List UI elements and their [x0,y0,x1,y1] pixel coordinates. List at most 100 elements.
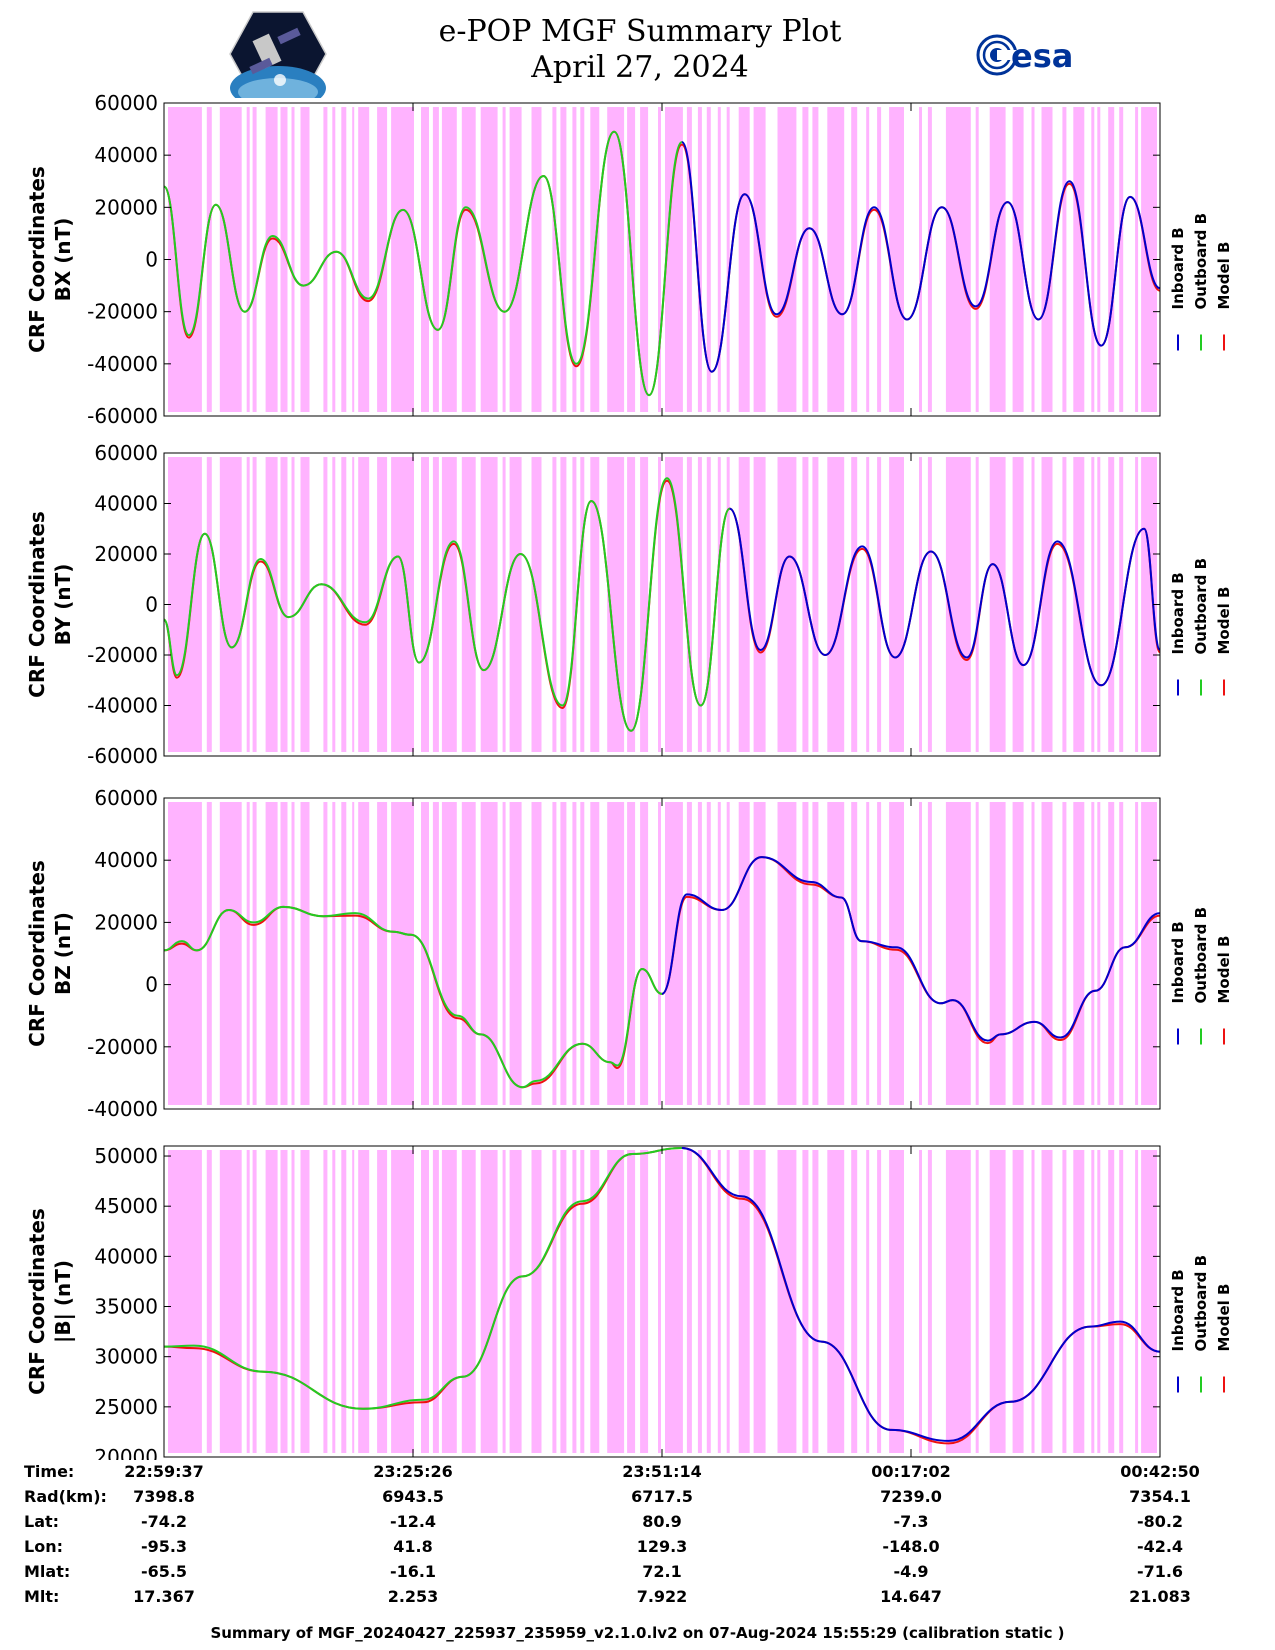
info-cell: 00:17:02 [871,1462,951,1481]
shading-band [717,802,721,1105]
shading-band [291,802,295,1105]
shading-band [827,457,845,752]
shading-band [391,107,414,412]
shading-band [738,457,750,752]
footer-caption: Summary of MGF_20240427_225937_235959_v2… [210,1624,1065,1642]
y-tick-label: 20000 [94,542,158,566]
legend-label: Model B [1215,936,1233,1004]
y-tick-label: 40000 [94,848,158,872]
series-inboard-b-line [680,141,1161,373]
legend-label: Inboard B [1169,227,1187,309]
shading-band [265,107,278,412]
info-cell: 2.253 [387,1587,439,1606]
info-cell: -12.4 [389,1512,437,1531]
y-axis-label-line-2: BX (nT) [51,218,75,302]
y-tick-label: 45000 [94,1194,158,1218]
info-cell: 00:42:50 [1120,1462,1200,1481]
shading-band [827,802,845,1105]
info-cell: -65.5 [140,1562,188,1581]
y-tick-label: 40000 [94,143,158,167]
shading-band [560,802,567,1105]
shading-band [580,1150,585,1453]
series-outboard-b-line [163,130,683,397]
series-model-b-line [163,856,1161,1089]
series-model-b-line [163,479,1161,732]
shading-band [341,802,347,1105]
series-inboard-b-line [681,1147,1161,1442]
info-cell: 7398.8 [133,1487,195,1506]
info-cell: 7.922 [636,1587,688,1606]
shading-band [802,107,809,412]
shading-band [726,802,730,1105]
plot-frame [163,452,1161,757]
shading-band [206,1150,212,1453]
panel-bx: 60000 40000 20000 0 -20000 -40000 -60000 CRF Co… [25,91,1233,428]
shading-band [851,107,858,412]
shading-band [1031,457,1035,752]
shading-band [738,1150,750,1453]
shading-band [706,107,711,412]
y-tick-label: 35000 [94,1295,158,1319]
y-tick-label: 25000 [94,1395,158,1419]
shading-band [640,457,649,752]
shading-band [1041,107,1053,412]
y-tick-label: -40000 [87,1097,158,1121]
shading-band [1091,107,1095,412]
y-axis-label-line-1: CRF Coordinates [25,1208,49,1395]
y-tick-label: 60000 [94,786,158,810]
shading-band [1091,802,1095,1105]
y-axis-label-line-2: BY (nT) [51,564,75,646]
shading-band [280,1150,288,1453]
shading-band [168,107,202,412]
series-model-b-line [163,130,1161,397]
shading-band [1108,107,1115,412]
shading-band [1031,1150,1035,1453]
shading-band [480,457,498,752]
y-tick-label: 40000 [94,492,158,516]
shading-band [432,1150,439,1453]
y-tick-label: -60000 [87,404,158,428]
y-tick-label: -20000 [87,643,158,667]
shading-band [1141,802,1157,1105]
shading-band [421,457,429,752]
shading-band [866,107,870,412]
shading-band [802,457,809,752]
shading-band [590,1150,600,1453]
shading-band [560,107,567,412]
shading-band [738,107,750,412]
shading-band [1012,107,1024,412]
shading-band [686,802,692,1105]
shading-band [246,802,250,1105]
info-cell: 6717.5 [631,1487,693,1506]
y-tick-label: -60000 [87,744,158,768]
info-cell: 21.083 [1129,1587,1191,1606]
plot-title: e-POP MGF Summary Plot April 27, 2024 [400,14,880,86]
shading-band [927,802,932,1105]
shading-band [627,802,636,1105]
shading-band [658,107,661,412]
info-cell: -42.4 [1136,1537,1184,1556]
shading-band [280,107,288,412]
legend-label: Model B [1215,1284,1233,1352]
y-tick-label: 0 [145,248,158,272]
shading-band [658,802,661,1105]
shading-band [877,802,882,1105]
shading-band [851,1150,858,1453]
shading-band [777,802,797,1105]
shading-band [717,457,721,752]
shading-band [1108,1150,1115,1453]
shading-band [502,107,506,412]
shading-band [377,107,388,412]
shading-band [572,457,577,752]
y-axis-label-line-2: |B| (nT) [51,1260,75,1343]
shading-band [989,1150,1006,1453]
shading-band [1073,1150,1085,1453]
shading-band [1097,107,1101,412]
shading-band [640,1150,649,1453]
shading-band [572,802,577,1105]
shading-band [280,457,288,752]
info-row-label: Lon: [24,1537,63,1556]
info-cell: 129.3 [636,1537,688,1556]
shading-band [323,1150,328,1453]
shading-band [560,457,567,752]
